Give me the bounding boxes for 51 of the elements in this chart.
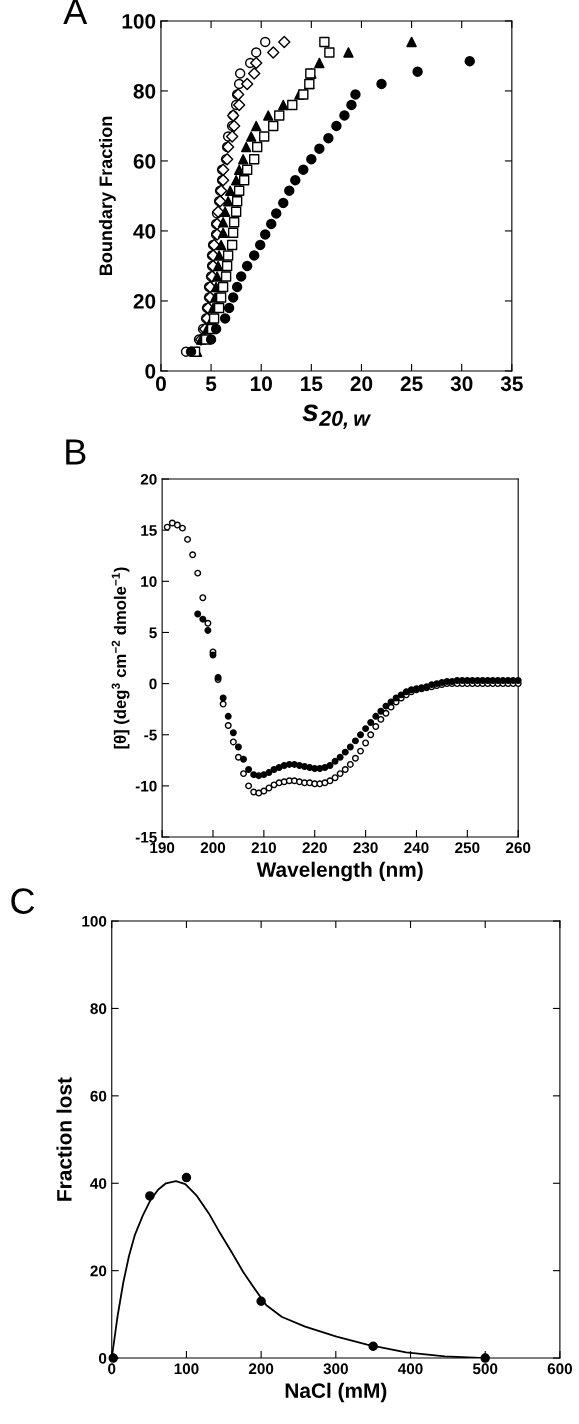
x-tick-label: 400 (398, 1363, 423, 1375)
y-tick-label: 10 (141, 576, 157, 587)
x-tick-label: 30 (450, 376, 473, 392)
y-tick-label: -5 (144, 729, 157, 741)
y-tick-label: 20 (133, 293, 156, 309)
x-tick-label: 500 (472, 1363, 498, 1375)
y-tick-label: 40 (90, 1178, 107, 1189)
y-tick-label: 0 (145, 363, 156, 379)
y-tick-label: 100 (122, 13, 156, 29)
y-tick-label: 100 (82, 915, 107, 927)
x-tick-label: 0 (108, 1363, 116, 1375)
x-tick-label: 100 (174, 1363, 199, 1375)
y-axis-title: Fraction lost (56, 1077, 72, 1201)
y-axis-title: Boundary Fraction (98, 116, 116, 275)
x-tick-label: 260 (505, 842, 531, 854)
y-tick-label: 0 (149, 678, 157, 690)
x-axis-title: NaCl (mM) (285, 1382, 387, 1403)
y-tick-label: 0 (98, 1352, 107, 1364)
x-tick-label: 240 (404, 842, 429, 854)
x-tick-label: 300 (323, 1363, 348, 1375)
y-axis-title: [θ] (deg$^{3}$ cm$^{−2}$ dmole$^{−1}$) (111, 567, 130, 749)
chart-title: C (11, 888, 35, 914)
y-tick-label: -10 (135, 780, 157, 792)
y-tick-label: 5 (149, 627, 157, 639)
chart-title: A (63, 0, 88, 24)
x-tick-label: 35 (500, 376, 523, 392)
x-tick-label: 220 (302, 842, 327, 854)
x-tick-label: 230 (353, 842, 378, 854)
x-axis-title: s$_{20,w}$ (302, 404, 371, 430)
y-tick-label: 80 (90, 1003, 107, 1015)
y-tick-label: 15 (141, 525, 157, 536)
x-tick-label: 600 (547, 1363, 573, 1375)
chart-title: B (66, 439, 86, 465)
x-tick-label: 5 (205, 376, 217, 392)
y-tick-label: 60 (133, 153, 156, 169)
x-tick-label: 190 (150, 842, 175, 854)
y-tick-label: 40 (133, 223, 156, 239)
y-tick-label: 20 (140, 473, 157, 485)
x-axis-title: Wavelength (nm) (256, 861, 423, 882)
y-tick-label: 20 (90, 1265, 107, 1277)
x-tick-label: 200 (200, 842, 226, 854)
x-tick-label: 25 (400, 376, 423, 392)
x-tick-label: 20 (350, 376, 373, 392)
y-tick-label: 80 (133, 83, 156, 99)
y-tick-label: 60 (90, 1090, 107, 1102)
x-tick-label: 210 (251, 842, 276, 854)
x-tick-label: 250 (455, 842, 480, 854)
x-tick-label: 200 (248, 1363, 274, 1375)
x-tick-label: 15 (301, 376, 323, 392)
y-tick-label: -15 (135, 832, 157, 843)
x-tick-label: 10 (250, 376, 272, 392)
